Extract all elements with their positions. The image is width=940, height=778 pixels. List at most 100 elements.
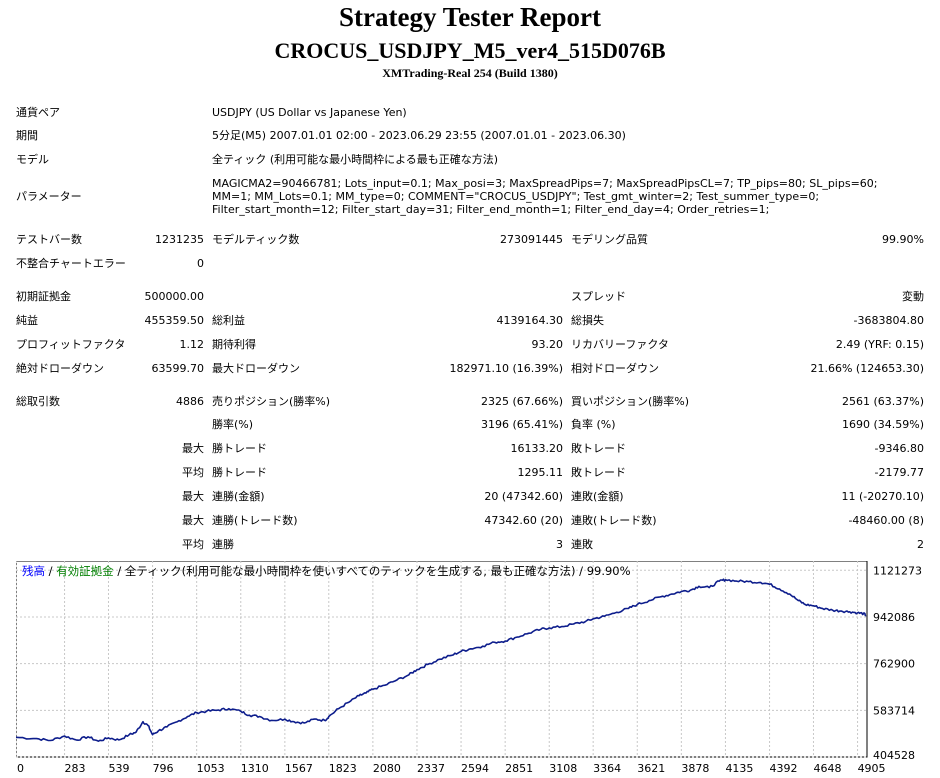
- x-tick-label: 2337: [417, 762, 445, 775]
- y-tick-label: 583714: [873, 704, 915, 717]
- ticks-label: モデルティック数: [212, 233, 300, 246]
- period-value: 5分足(M5) 2007.01.01 02:00 - 2023.06.29 23…: [212, 129, 626, 142]
- x-tick-label: 3878: [681, 762, 709, 775]
- cons-loss-count-value: -48460.00 (8): [848, 514, 924, 527]
- quality-label: モデリング品質: [571, 233, 648, 246]
- reldd-value: 21.66% (124653.30): [810, 362, 924, 375]
- x-tick-label: 0: [17, 762, 24, 775]
- largest-label: 最大: [182, 442, 204, 455]
- spread-label: スプレッド: [571, 290, 626, 303]
- chart-grid: [16, 561, 867, 758]
- avg-loss-label: 敗トレード: [571, 466, 626, 479]
- pf-value: 1.12: [179, 338, 205, 351]
- x-tick-label: 1823: [329, 762, 357, 775]
- loss-label: 負率 (%): [571, 418, 616, 431]
- model-value: 全ティック (利用可能な最小時間枠による最も正確な方法): [212, 153, 499, 166]
- reldd-label: 相対ドローダウン: [571, 362, 659, 375]
- long-label: 買いポジション(勝率%): [571, 395, 690, 408]
- spread-value: 変動: [902, 290, 924, 303]
- absdd-value: 63599.70: [151, 362, 205, 375]
- maxdd-value: 182971.10 (16.39%): [449, 362, 563, 375]
- avg-win-label: 勝トレード: [212, 466, 267, 479]
- largest-loss-value: -9346.80: [874, 442, 924, 455]
- x-tick-label: 2594: [461, 762, 489, 775]
- y-tick-label: 942086: [873, 611, 915, 624]
- symbol-value: USDJPY (US Dollar vs Japanese Yen): [212, 106, 407, 119]
- server-build: XMTrading-Real 254 (Build 1380): [382, 66, 558, 80]
- cons-win-count-value: 47342.60 (20): [484, 514, 563, 527]
- x-tick-label: 539: [108, 762, 129, 775]
- netprofit-value: 455359.50: [144, 314, 205, 327]
- cons-win-money-value: 20 (47342.60): [484, 490, 563, 503]
- bars-value: 1231235: [155, 233, 204, 246]
- x-tick-label: 4392: [770, 762, 798, 775]
- symbol-label: 通貨ペア: [16, 106, 60, 119]
- bars-label: テストバー数: [16, 233, 82, 246]
- y-axis-ticks: 1121273 942086 762900 583714 404528: [873, 564, 922, 762]
- deposit-label: 初期証拠金: [16, 290, 71, 303]
- cons-loss-count-label: 連敗(トレード数): [571, 514, 657, 527]
- x-tick-label: 2851: [505, 762, 533, 775]
- avg-win-value: 1295.11: [517, 466, 564, 479]
- x-tick-label: 4648: [813, 762, 841, 775]
- x-tick-label: 3108: [549, 762, 577, 775]
- model-label: モデル: [16, 153, 49, 166]
- mismatch-value: 0: [197, 257, 204, 270]
- avg-cons-win-label: 連勝: [212, 538, 234, 551]
- largest-win-label: 勝トレード: [212, 442, 267, 455]
- ticks-value: 273091445: [500, 233, 563, 246]
- grossprofit-value: 4139164.30: [496, 314, 563, 327]
- x-axis-ticks: 0 283 539 796 1053 1310 1567 1823 2080 2337 2594 28…: [17, 762, 886, 775]
- recovery-label: リカバリーファクタ: [571, 338, 669, 351]
- win-label: 勝率(%): [212, 418, 254, 431]
- long-value: 2561 (63.37%): [841, 395, 924, 408]
- cons-win-money-label: 連勝(金額): [212, 490, 265, 503]
- avg-cons-win-value: 3: [556, 538, 563, 551]
- avg-loss-value: -2179.77: [874, 466, 924, 479]
- loss-value: 1690 (34.59%): [841, 418, 924, 431]
- x-tick-label: 2080: [373, 762, 401, 775]
- x-tick-label: 4905: [858, 762, 886, 775]
- x-tick-label: 796: [153, 762, 174, 775]
- cons-loss-money-label: 連敗(金額): [571, 490, 624, 503]
- period-label: 期間: [16, 129, 38, 142]
- x-tick-label: 3364: [593, 762, 621, 775]
- legend-balance: 残高: [22, 564, 45, 578]
- payoff-value: 93.20: [531, 338, 564, 351]
- maxdd-label: 最大ドローダウン: [212, 362, 300, 375]
- report-title: Strategy Tester Report: [339, 2, 601, 32]
- balance-line: [16, 578, 867, 742]
- cons-win-count-label: 連勝(トレード数): [212, 514, 298, 527]
- params-value: MAGICMA2=90466781; Lots_input=0.1; Max_p…: [212, 177, 878, 216]
- grossloss-value: -3683804.80: [853, 314, 924, 327]
- x-tick-label: 1567: [285, 762, 313, 775]
- x-tick-label: 3621: [637, 762, 665, 775]
- payoff-label: 期待利得: [212, 338, 256, 351]
- maximum-label: 最大: [182, 490, 204, 503]
- y-tick-label: 1121273: [873, 564, 922, 577]
- y-tick-label: 762900: [873, 658, 915, 671]
- trades-value: 4886: [176, 395, 204, 408]
- avg-cons-loss-value: 2: [917, 538, 924, 551]
- recovery-value: 2.49 (YRF: 0.15): [835, 338, 924, 351]
- x-tick-label: 283: [65, 762, 86, 775]
- win-value: 3196 (65.41%): [480, 418, 563, 431]
- expert-name: CROCUS_USDJPY_M5_ver4_515D076B: [274, 38, 666, 63]
- trades-label: 総取引数: [16, 395, 60, 408]
- mismatch-label: 不整合チャートエラー: [16, 257, 126, 270]
- balance-chart: 1121273 942086 762900 583714 404528 0 283 539 7…: [16, 561, 922, 775]
- chart-legend: 残高 / 有効証拠金 / 全ティック(利用可能な最小時間枠を使いすべてのティック…: [22, 564, 631, 579]
- x-tick-label: 4135: [725, 762, 753, 775]
- grossprofit-label: 総利益: [212, 314, 245, 327]
- netprofit-label: 純益: [16, 314, 38, 327]
- average-label: 平均: [182, 466, 204, 479]
- legend-equity: 有効証拠金: [56, 564, 114, 578]
- quality-value: 99.90%: [882, 233, 924, 246]
- largest-win-value: 16133.20: [510, 442, 564, 455]
- x-tick-label: 1310: [241, 762, 269, 775]
- x-tick-label: 1053: [197, 762, 225, 775]
- average-cons-label: 平均: [182, 538, 204, 551]
- pf-label: プロフィットファクタ: [16, 338, 126, 351]
- deposit-value: 500000.00: [144, 290, 205, 303]
- maximal-label: 最大: [182, 514, 204, 527]
